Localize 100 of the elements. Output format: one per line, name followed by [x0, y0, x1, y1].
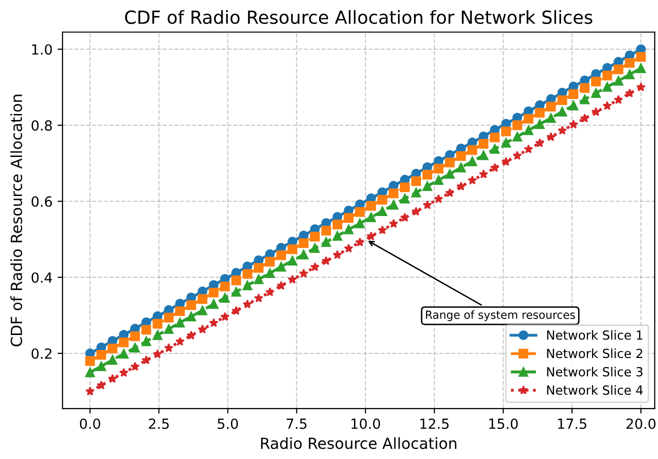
x-tick-label: 10.0: [352, 418, 380, 429]
point: [434, 194, 444, 204]
point: [614, 94, 624, 104]
legend-label: Network Slice 4: [547, 385, 643, 395]
x-tick-label: 17.5: [558, 418, 586, 429]
point: [288, 256, 298, 266]
point: [310, 243, 320, 253]
point: [130, 331, 140, 342]
point: [434, 175, 444, 185]
point: [602, 70, 612, 80]
point: [636, 82, 646, 92]
point: [591, 88, 601, 98]
point: [512, 150, 522, 160]
point: [321, 226, 331, 236]
point: [501, 138, 511, 148]
point: [85, 356, 95, 366]
point: [276, 262, 286, 272]
point: [175, 306, 185, 316]
point: [445, 188, 454, 198]
point: [118, 337, 129, 348]
point: [276, 280, 286, 290]
point: [636, 52, 646, 62]
x-tick-label: 5.0: [218, 418, 238, 429]
point: [377, 194, 388, 205]
point: [355, 238, 365, 246]
x-tick-label: 20.0: [626, 418, 656, 429]
point: [276, 250, 286, 260]
point: [152, 330, 162, 340]
point: [321, 256, 331, 266]
point: [388, 188, 398, 198]
point: [242, 269, 252, 279]
point: [142, 355, 151, 364]
point: [366, 212, 376, 222]
point: [534, 119, 545, 129]
point: [614, 76, 624, 86]
x-tick-label: 15.0: [489, 418, 518, 429]
point: [568, 120, 578, 129]
point: [108, 354, 118, 365]
point: [366, 231, 376, 240]
point: [512, 132, 522, 142]
point: [444, 169, 455, 179]
point: [422, 200, 432, 210]
point: [141, 336, 152, 346]
point: [344, 244, 354, 253]
point: [344, 213, 354, 223]
point: [85, 368, 95, 378]
point: [355, 207, 365, 217]
point: [254, 274, 264, 284]
point: [400, 212, 410, 222]
point: [400, 194, 410, 204]
point: [501, 126, 511, 136]
point: [220, 312, 230, 321]
point: [310, 262, 320, 272]
x-axis-title: Radio Resource Allocation: [261, 437, 456, 450]
point: [377, 206, 388, 216]
point: [220, 282, 230, 292]
point: [208, 288, 219, 298]
point: [96, 350, 106, 360]
point: [534, 108, 545, 118]
point: [557, 95, 568, 106]
point: [164, 343, 174, 352]
point: [209, 318, 218, 328]
point: [614, 64, 624, 74]
point: [332, 231, 342, 241]
point: [546, 132, 556, 142]
point: [198, 324, 208, 334]
point: [298, 238, 309, 248]
point: [580, 83, 590, 93]
point: [478, 169, 488, 178]
point: [175, 336, 185, 346]
point: [411, 176, 421, 186]
point: [478, 139, 488, 149]
point: [388, 218, 398, 228]
point: [434, 164, 444, 174]
point: [490, 132, 500, 142]
legend-label: Network Slice 3: [547, 366, 642, 376]
point: [524, 144, 534, 154]
point: [490, 144, 500, 154]
point: [254, 262, 264, 273]
point: [624, 69, 635, 80]
point: [366, 201, 376, 211]
point: [186, 330, 196, 340]
point: [254, 293, 264, 302]
point: [85, 386, 95, 396]
point: [344, 224, 354, 234]
point: [558, 126, 567, 135]
point: [388, 200, 398, 210]
point: [332, 220, 342, 230]
point: [186, 312, 196, 322]
point: [152, 349, 162, 358]
point: [580, 94, 590, 104]
point: [164, 324, 174, 334]
point: [242, 299, 252, 308]
point: [478, 150, 488, 160]
point: [625, 88, 634, 98]
point: [130, 362, 140, 371]
point: [467, 145, 478, 155]
point: [96, 380, 106, 390]
point: [355, 218, 365, 228]
point: [557, 106, 568, 116]
